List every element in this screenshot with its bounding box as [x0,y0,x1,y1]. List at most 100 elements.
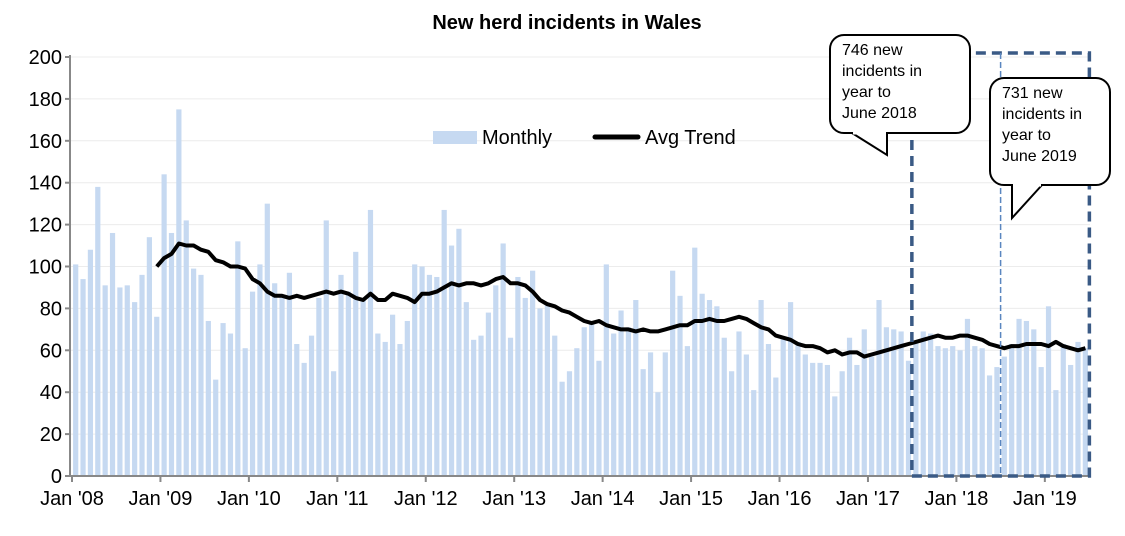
bar-monthly [168,232,175,476]
bar-monthly [412,264,418,476]
bar-monthly [507,337,514,476]
bar-monthly [272,283,278,476]
bar-monthly [891,329,897,476]
bar-monthly [345,291,351,476]
bar-monthly [87,249,94,476]
legend-label-trend: Avg Trend [645,127,736,149]
bar-monthly [323,220,329,476]
bar-monthly [581,327,587,476]
y-tick-label: 20 [40,424,62,446]
x-tick-label: Jan '13 [482,488,546,510]
bar-monthly [530,270,536,476]
bar-monthly [448,245,455,476]
bar-monthly [876,300,882,476]
y-tick-label: 120 [29,215,62,237]
bar-monthly [647,352,654,476]
callout-text-line: year to [1002,127,1051,144]
bar-monthly [846,337,853,476]
legend: Monthly Avg Trend [433,127,736,149]
bar-monthly [898,331,904,476]
bar-monthly [574,348,580,476]
bar-monthly [913,341,919,476]
bar-monthly [559,381,565,476]
callout-bubble [989,77,1111,186]
bar-monthly [810,362,816,476]
callout-text-line: June 2018 [842,105,917,122]
bar-monthly [426,274,433,476]
bar-monthly [441,209,447,476]
avg-trend-line [155,241,1086,359]
bar-monthly [736,331,742,476]
callout-tail [1011,184,1043,221]
bar-monthly [957,350,963,476]
bar-monthly [780,337,786,476]
y-tick-label: 80 [40,298,62,320]
x-tick-label: Jan '08 [40,488,104,510]
bar-monthly [552,335,558,476]
bar-monthly [935,346,941,476]
bar-monthly [419,266,425,476]
bar-monthly [463,302,469,476]
bar-monthly [485,312,492,476]
bar-monthly [397,344,403,476]
bar-monthly [905,360,912,476]
bar-monthly [1045,306,1052,476]
y-tick-label: 160 [29,131,62,153]
y-tick-label: 200 [29,47,62,69]
bar-monthly [301,362,307,476]
bar-monthly [692,247,698,476]
bar-monthly [294,344,300,476]
bar-monthly [456,228,462,476]
bar-monthly [191,268,197,476]
bar-monthly [220,323,226,476]
bar-monthly [249,291,256,476]
bar-monthly [264,203,270,476]
bar-monthly [1038,367,1044,476]
bar-monthly [367,209,374,476]
bar-monthly [235,241,241,476]
bar-monthly [979,348,985,476]
bar-monthly [618,310,624,476]
bar-monthly [338,274,344,476]
legend-label-monthly: Monthly [482,127,552,149]
x-tick-label: Jan '16 [748,488,812,510]
bar-monthly [729,371,735,476]
bar-monthly [404,320,410,476]
bar-monthly [471,339,477,476]
bar-monthly [721,337,727,476]
bar-monthly [942,348,948,476]
bar-monthly [773,377,779,476]
y-tick-label: 0 [51,466,62,488]
bar-monthly [544,304,550,476]
callout-text-line: incidents in [1002,106,1082,123]
bar-monthly [80,279,86,476]
bar-monthly [1031,329,1037,476]
bar-monthly [139,274,145,476]
bar-monthly [183,220,189,476]
bar-monthly [765,344,772,476]
bar-monthly [832,396,838,476]
bar-monthly [706,300,713,476]
bar-monthly [389,314,396,476]
bar-monthly [655,392,661,476]
bar-monthly [360,300,366,476]
bar-monthly [537,308,543,476]
bar-monthly [95,186,101,476]
bar-monthly [500,243,506,476]
bar-monthly [1016,318,1022,476]
y-tick-label: 100 [29,257,62,279]
bar-monthly [308,335,315,476]
bar-monthly [109,232,116,476]
bar-monthly [972,346,978,476]
x-tick-label: Jan '10 [217,488,281,510]
bar-monthly [1009,344,1015,476]
bar-monthly [986,375,993,476]
bar-monthly [316,297,322,476]
bar-monthly [640,369,646,476]
y-tick-label: 40 [40,382,62,404]
callout-2: 731 new incidents in year to June 2019 [989,77,1111,221]
y-tick-label: 60 [40,340,62,362]
bar-monthly [662,352,668,476]
